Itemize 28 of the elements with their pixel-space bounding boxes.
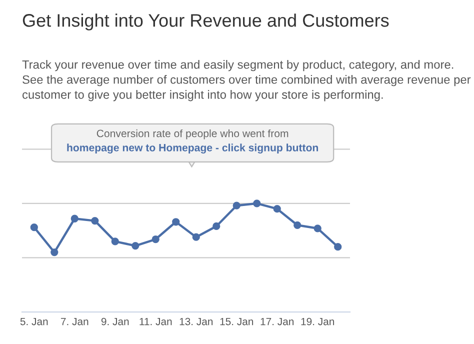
point [314,224,322,232]
point [334,243,342,251]
point [152,235,160,244]
text: Conversion rate of people who went from [96,129,288,140]
text: homepage new to Homepage - click signup button [67,144,318,154]
point [132,242,140,250]
point [273,205,281,213]
point [111,238,119,246]
point [172,218,180,226]
point [294,221,302,229]
point [30,223,38,232]
chart-subtitle: Track your revenue over time and easily segment by product, category, and more. See the average number of customers over time combined with average revenue per customer to give you better insight into how your store is performing. [22,60,471,102]
x-tick-label: 19. Jan [301,318,334,326]
x-tick-label: 9. Jan [101,318,129,326]
x-tick-label: 11. Jan [140,318,172,326]
x-tick-label: 5. Jan [20,318,48,326]
x-tick-label: 17. Jan [260,318,294,326]
chart-title: Get Insight into Your Revenue and Customers [22,14,389,30]
point [50,248,58,256]
point [212,222,220,230]
point [192,233,200,241]
x-tick-label: 7. Jan [60,318,88,326]
point [232,202,240,210]
x-tick-label: 13. Jan [180,318,213,326]
point [253,200,261,208]
x-tick-label: 15. Jan [220,318,254,326]
point [91,216,99,225]
point [70,214,78,222]
